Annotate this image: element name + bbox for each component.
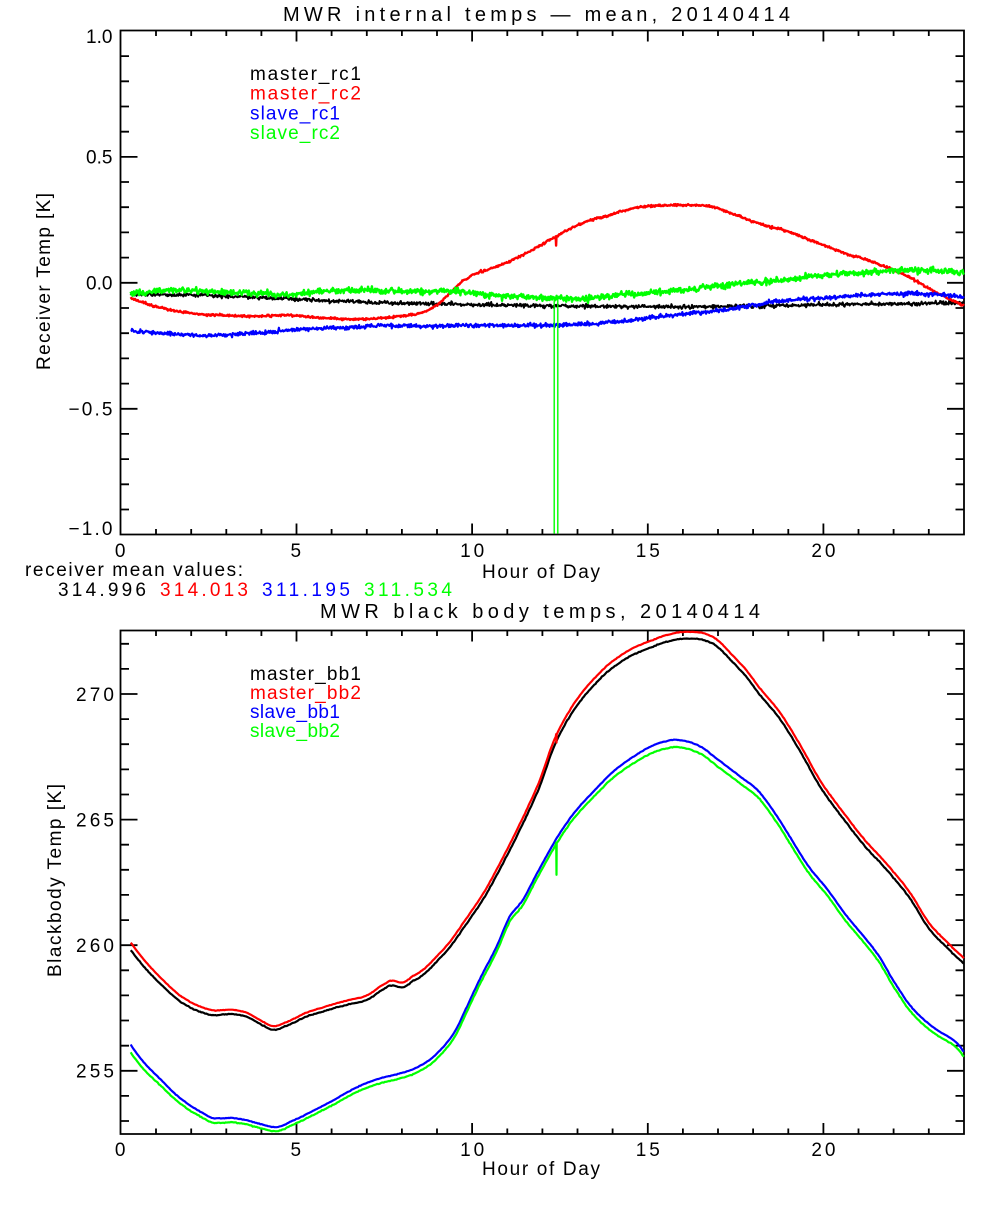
svg-text:master_bb2: master_bb2 (250, 683, 361, 704)
svg-text:master_rc1: master_rc1 (250, 64, 361, 85)
svg-text:−1.0: −1.0 (69, 519, 113, 540)
svg-text:270: 270 (76, 685, 114, 706)
svg-text:314.013: 314.013 (160, 580, 248, 601)
svg-text:0: 0 (115, 1140, 126, 1161)
svg-text:265: 265 (76, 810, 114, 831)
svg-text:master_bb1: master_bb1 (250, 664, 361, 685)
svg-text:Hour of Day: Hour of Day (482, 562, 601, 583)
svg-text:314.996: 314.996 (58, 580, 146, 601)
svg-text:5: 5 (291, 1140, 302, 1161)
svg-text:slave_bb1: slave_bb1 (250, 702, 340, 723)
svg-text:0.0: 0.0 (86, 274, 113, 295)
svg-text:260: 260 (76, 936, 114, 957)
svg-text:Hour of Day: Hour of Day (482, 1159, 601, 1180)
svg-text:−0.5: −0.5 (69, 400, 113, 421)
svg-text:Receiver Temp [K]: Receiver Temp [K] (34, 193, 55, 370)
svg-text:0: 0 (115, 541, 126, 562)
svg-text:master_rc2: master_rc2 (250, 84, 361, 105)
svg-text:receiver mean values:: receiver mean values: (25, 560, 243, 581)
svg-text:255: 255 (76, 1062, 114, 1083)
svg-text:Blackbody Temp [K]: Blackbody Temp [K] (45, 784, 66, 977)
svg-text:5: 5 (291, 541, 302, 562)
svg-text:slave_bb2: slave_bb2 (250, 721, 340, 742)
svg-text:1.0: 1.0 (86, 27, 113, 48)
svg-text:slave_rc1: slave_rc1 (250, 103, 340, 124)
svg-text:311.534: 311.534 (364, 580, 452, 601)
svg-text:0.5: 0.5 (86, 148, 113, 169)
svg-text:slave_rc2: slave_rc2 (250, 123, 340, 144)
svg-text:311.195: 311.195 (262, 580, 350, 601)
